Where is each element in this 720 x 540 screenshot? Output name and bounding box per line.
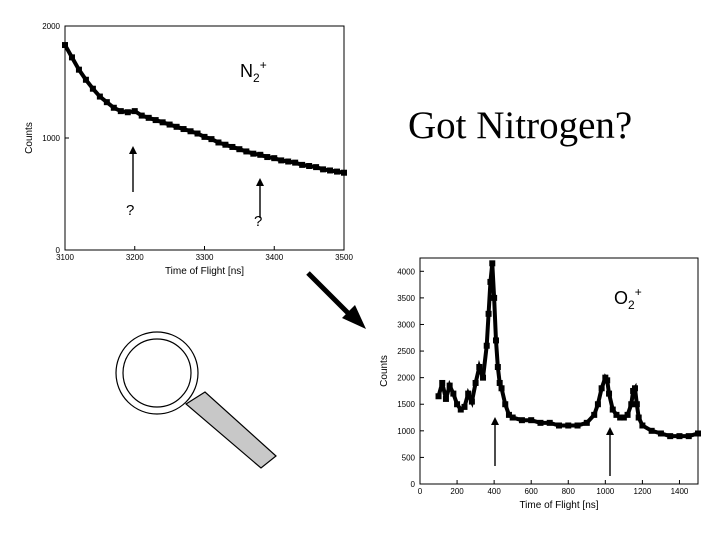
magnifying-glass-icon (115, 331, 277, 469)
annotation-arrow-head (256, 178, 264, 186)
y-tick-label: 0 (56, 246, 61, 255)
pointer-arrow-icon (306, 271, 366, 329)
series-trace (436, 263, 699, 439)
o2-base: O (614, 288, 629, 308)
y-tick-label: 3000 (397, 320, 415, 329)
slide-headline: Got Nitrogen? (408, 104, 633, 147)
y-axis-label: Counts (379, 355, 390, 387)
x-tick-label: 400 (487, 487, 501, 496)
o2-superscript: + (634, 285, 642, 299)
n2-base: N (240, 61, 253, 81)
chart-1: 3100 3200 3300 3400 3500 0 1000 2000 Time of Fli… (24, 22, 353, 277)
magnifier-rim-inner (122, 338, 192, 408)
x-axis-label: Time of Flight [ns] (165, 266, 244, 277)
y-tick-label: 3500 (397, 294, 415, 303)
y-tick-label: 2500 (397, 347, 415, 356)
y-tick-label: 1000 (42, 134, 60, 143)
y-tick-label: 1000 (397, 427, 415, 436)
pointer-arrow-head (342, 305, 366, 329)
x-tick-label: 3300 (196, 253, 214, 262)
y-axis-label: Counts (24, 122, 35, 154)
series-trace (63, 44, 345, 175)
o2-subscript: 2 (628, 298, 635, 312)
y-tick-label: 2000 (42, 22, 60, 31)
x-tick-label: 1000 (596, 487, 614, 496)
annotation-arrow-head (491, 417, 499, 425)
y-tick-label: 4000 (397, 267, 415, 276)
x-tick-label: 200 (450, 487, 464, 496)
x-axis-label: Time of Flight [ns] (519, 500, 598, 511)
pointer-arrow-shaft (306, 271, 355, 320)
question-mark-1: ? (126, 202, 135, 219)
plot-frame (419, 257, 699, 485)
x-tick-label: 3100 (56, 253, 74, 262)
n2-subscript: 2 (253, 71, 260, 85)
n2-ion-label: N2+ (240, 58, 267, 85)
x-tick-label: 1400 (671, 487, 689, 496)
annotation-arrow-head (606, 427, 614, 435)
question-mark-2: ? (254, 213, 263, 230)
x-tick-label: 0 (418, 487, 423, 496)
y-tick-label: 0 (411, 480, 416, 489)
x-tick-label: 800 (562, 487, 576, 496)
y-tick-label: 1500 (397, 400, 415, 409)
x-tick-label: 1200 (634, 487, 652, 496)
x-tick-label: 3200 (126, 253, 144, 262)
x-tick-label: 3400 (265, 253, 283, 262)
magnifier-handle (184, 391, 277, 469)
x-tick-label: 600 (525, 487, 539, 496)
chart-2: 0 200 400 600 800 1000 1200 1400 0 500 1000 1500 200… (379, 257, 701, 511)
y-tick-label: 500 (402, 453, 416, 462)
n2-superscript: + (259, 58, 267, 72)
y-tick-label: 2000 (397, 374, 415, 383)
x-tick-label: 3500 (335, 253, 353, 262)
annotation-arrow-head (129, 146, 137, 154)
o2-ion-label: O2+ (614, 285, 642, 312)
